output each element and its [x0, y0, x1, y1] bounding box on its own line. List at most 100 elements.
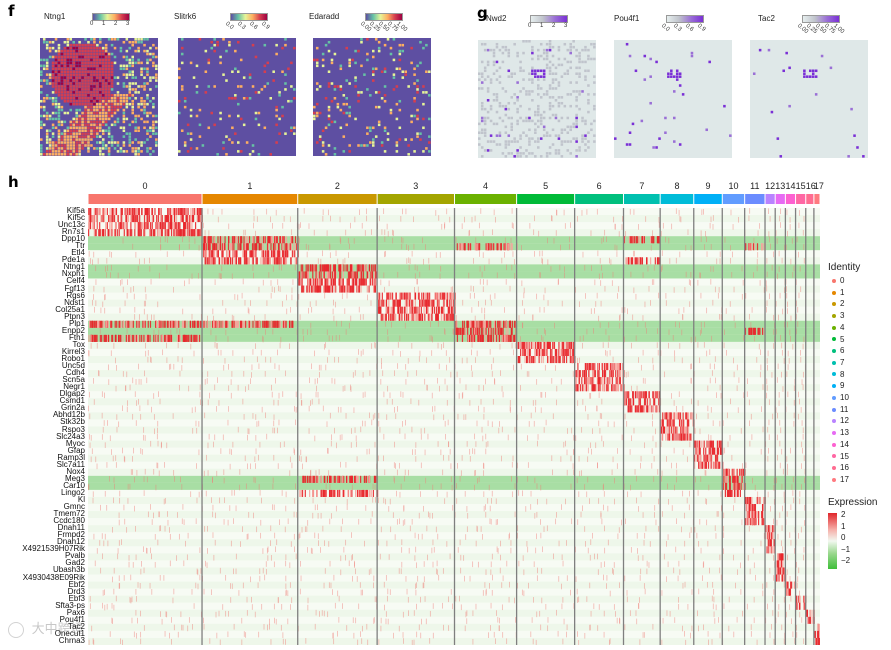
marker-cell: [446, 299, 449, 307]
marker-cell: [204, 243, 206, 251]
speckle-cell: [461, 455, 463, 461]
marker-cell: [736, 482, 738, 490]
marker-cell: [688, 419, 690, 427]
marker-cell: [597, 370, 599, 378]
speckle-cell: [743, 334, 745, 341]
marker-cell: [575, 370, 577, 378]
speckle-cell: [228, 364, 229, 370]
speckle-cell: [423, 505, 424, 512]
speckle-cell: [738, 216, 739, 223]
speckle-cell: [206, 378, 208, 384]
marker-cell: [390, 313, 392, 321]
marker-cell: [747, 518, 749, 526]
marker-cell: [145, 334, 148, 342]
marker-cell: [307, 475, 309, 483]
speckle-cell: [143, 308, 145, 315]
marker-cell: [504, 334, 506, 342]
marker-cell: [358, 264, 360, 272]
cluster-band-13: [775, 194, 785, 204]
speckle-cell: [231, 490, 233, 496]
marker-cell: [670, 412, 672, 420]
marker-cell: [681, 433, 683, 441]
speckle-cell: [689, 301, 691, 307]
speckle-cell: [315, 300, 317, 307]
speckle-cell: [779, 292, 781, 299]
marker-cell: [757, 518, 760, 526]
cluster-label-17: 17: [813, 181, 824, 191]
speckle-cell: [282, 222, 284, 229]
marker-cell: [157, 215, 159, 223]
marker-cell: [245, 250, 247, 258]
speckle-cell: [547, 259, 549, 265]
marker-cell: [164, 215, 166, 223]
marker-cell: [304, 271, 306, 279]
speckle-cell: [724, 447, 726, 454]
speckle-cell: [444, 378, 446, 385]
marker-cell: [294, 236, 297, 244]
marker-cell: [526, 341, 528, 349]
marker-cell: [609, 363, 612, 371]
speckle-cell: [332, 308, 334, 315]
marker-cell: [385, 313, 387, 321]
marker-cell: [754, 243, 756, 251]
marker-cell: [619, 377, 621, 385]
marker-cell: [222, 250, 224, 258]
marker-cell: [636, 405, 638, 413]
speckle-cell: [704, 469, 706, 476]
speckle-cell: [383, 455, 384, 462]
speckle-cell: [422, 237, 423, 244]
speckle-cell: [399, 518, 400, 525]
marker-cell: [333, 264, 335, 272]
speckle-cell: [89, 413, 91, 420]
speckle-cell: [678, 322, 680, 328]
speckle-cell: [789, 447, 791, 454]
speckle-cell: [704, 244, 705, 250]
marker-cell: [616, 363, 618, 371]
marker-cell: [188, 222, 190, 230]
marker-cell: [360, 489, 362, 497]
speckle-cell: [312, 497, 314, 504]
speckle-cell: [789, 532, 791, 538]
speckle-cell: [629, 449, 631, 455]
speckle-cell: [328, 349, 330, 356]
speckle-cell: [153, 468, 155, 475]
speckle-cell: [753, 272, 754, 278]
marker-cell: [250, 250, 253, 258]
marker-cell: [118, 222, 120, 230]
speckle-cell: [394, 370, 395, 377]
marker-cell: [700, 454, 702, 462]
speckle-cell: [283, 441, 285, 448]
speckle-cell: [640, 364, 642, 371]
marker-cell: [712, 440, 714, 448]
marker-cell: [264, 250, 267, 258]
marker-cell: [180, 215, 182, 223]
speckle-cell: [145, 300, 146, 307]
speckle-cell: [508, 534, 510, 540]
speckle-cell: [685, 245, 687, 251]
speckle-cell: [578, 301, 580, 308]
speckle-cell: [463, 414, 465, 420]
speckle-cell: [671, 462, 673, 469]
speckle-cell: [551, 215, 552, 221]
marker-cell: [720, 447, 722, 455]
marker-cell: [651, 405, 653, 413]
speckle-cell: [803, 336, 805, 343]
speckle-cell: [450, 476, 452, 483]
marker-cell: [583, 370, 585, 378]
speckle-cell: [602, 441, 604, 447]
marker-cell: [506, 243, 508, 251]
marker-cell: [328, 271, 330, 279]
speckle-cell: [198, 491, 200, 498]
marker-cell: [213, 320, 215, 328]
speckle-cell: [707, 413, 709, 419]
speckle-cell: [134, 314, 136, 320]
marker-cell: [763, 496, 765, 505]
marker-cell: [363, 264, 366, 272]
speckle-cell: [153, 329, 155, 336]
speckle-cell: [545, 392, 546, 398]
marker-cell: [254, 320, 256, 328]
marker-cell: [617, 377, 619, 385]
speckle-cell: [526, 371, 528, 377]
speckle-cell: [613, 421, 615, 428]
speckle-cell: [517, 462, 518, 469]
